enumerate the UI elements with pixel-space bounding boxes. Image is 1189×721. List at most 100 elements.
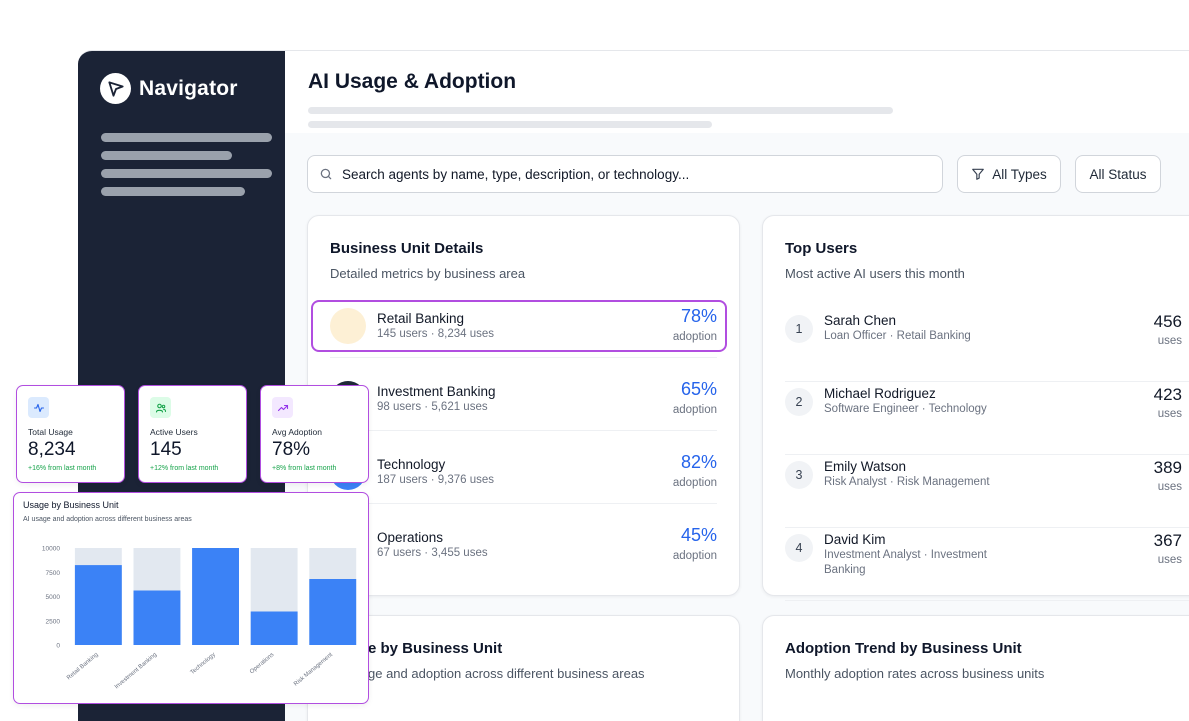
top-user-row[interactable]: 4 David Kim Investment Analyst · Investmen…: [785, 528, 1189, 601]
user-name: Emily Watson: [824, 459, 907, 474]
business-unit-row[interactable]: Investment Banking 98 users · 5,621 uses 6…: [330, 373, 717, 431]
filter-icon: [972, 168, 985, 180]
stat-value: 145: [150, 439, 182, 460]
stat-change: +12% from last month: [150, 465, 219, 472]
card-subtitle: Most active AI users this month: [785, 266, 965, 281]
usage-card: e by Business Unit ge and adoption acros…: [307, 615, 740, 721]
brand[interactable]: Navigator: [100, 73, 238, 104]
user-role: Software Engineer · Technology: [824, 403, 987, 415]
user-role: Loan Officer · Retail Banking: [824, 330, 971, 342]
adoption-percent: 78%: [680, 306, 717, 326]
status-filter-label: All Status: [1089, 166, 1147, 182]
adoption-label: adoption: [672, 331, 717, 343]
business-unit-name: Technology: [377, 457, 446, 472]
x-tick-label: Technology: [190, 652, 217, 676]
usage-chart-card: Usage by Business Unit AI usage and adop…: [13, 492, 369, 704]
nav-placeholder[interactable]: [101, 169, 272, 178]
trending-up-icon: [272, 397, 293, 418]
business-unit-meta: 98 users · 5,621 uses: [377, 401, 488, 413]
business-unit-row[interactable]: Technology 187 users · 9,376 uses 82% adopt…: [330, 446, 717, 504]
adoption-label: adoption: [672, 550, 717, 562]
user-usage-count: 423: [1153, 385, 1182, 404]
user-rank-badge: 2: [785, 388, 813, 416]
status-filter-button[interactable]: All Status: [1075, 155, 1161, 193]
users-icon: [150, 397, 171, 418]
business-unit-name: Operations: [377, 530, 444, 545]
business-unit-card: Business Unit Details Detailed metrics b…: [307, 215, 740, 596]
adoption-percent: 65%: [680, 379, 717, 399]
stat-label: Avg Adoption: [272, 427, 322, 437]
business-unit-row[interactable]: Retail Banking 145 users · 8,234 uses 78% a…: [330, 300, 717, 358]
stat-value: 78%: [272, 439, 311, 460]
stat-label: Total Usage: [28, 427, 73, 437]
usage-bar[interactable]: [309, 579, 357, 645]
adoption-label: adoption: [672, 404, 717, 416]
adoption-percent: 82%: [680, 452, 717, 472]
stat-card: Total Usage 8,234 +16% from last month: [16, 385, 125, 483]
stat-card: Avg Adoption 78% +8% from last month: [260, 385, 369, 483]
stat-card: Active Users 145 +12% from last month: [138, 385, 247, 483]
business-unit-meta: 145 users · 8,234 uses: [377, 328, 494, 340]
nav-placeholder[interactable]: [101, 151, 232, 160]
usage-bar[interactable]: [74, 565, 122, 645]
nav-placeholder[interactable]: [101, 187, 245, 196]
app-name: Navigator: [139, 76, 238, 100]
x-tick-label: Investment Banking: [114, 652, 158, 690]
chart-subtitle: AI usage and adoption across different b…: [23, 516, 192, 523]
usage-bar[interactable]: [192, 548, 239, 645]
user-rank-badge: 3: [785, 461, 813, 489]
app-window: Navigator AI Usage & Adoption All Types: [78, 50, 1189, 721]
card-title: Adoption Trend by Business Unit: [785, 640, 1022, 657]
usage-bar-chart: 0 2500 5000 7500 10000 Retail Banking Investme…: [42, 546, 357, 690]
chart-title: Usage by Business Unit: [23, 500, 119, 510]
business-unit-name: Retail Banking: [377, 311, 465, 326]
x-tick-label: Operations: [249, 652, 275, 675]
y-tick-label: 10000: [42, 546, 60, 553]
y-tick-label: 2500: [46, 618, 61, 625]
search-input[interactable]: [342, 166, 902, 182]
user-name: David Kim: [824, 532, 886, 547]
search-box[interactable]: [307, 155, 943, 193]
top-user-row[interactable]: 2 Michael Rodriguez Software Engineer · Te…: [785, 382, 1189, 455]
card-title: Top Users: [785, 240, 858, 257]
y-tick-label: 7500: [46, 570, 61, 577]
card-title: e by Business Unit: [368, 640, 503, 657]
business-unit-meta: 187 users · 9,376 uses: [377, 474, 494, 486]
user-name: Sarah Chen: [824, 313, 897, 328]
business-unit-name: Investment Banking: [377, 384, 496, 399]
activity-icon: [28, 397, 49, 418]
top-user-row[interactable]: 1 Sarah Chen Loan Officer · Retail Banking…: [785, 309, 1189, 382]
user-usage-unit: uses: [1157, 554, 1182, 566]
usage-bar[interactable]: [250, 611, 298, 646]
adoption-label: adoption: [672, 477, 717, 489]
user-usage-count: 456: [1153, 312, 1182, 331]
selection-highlight: [311, 300, 727, 352]
usage-bar[interactable]: [133, 590, 181, 646]
adoption-percent: 45%: [680, 525, 717, 545]
x-tick-label: Risk Management: [293, 652, 334, 688]
description-placeholder: [308, 121, 712, 128]
top-users-card: Top Users Most active AI users this mont…: [762, 215, 1189, 601]
user-usage-unit: uses: [1157, 408, 1182, 420]
search-icon: [320, 168, 332, 180]
main-content: AI Usage & Adoption All Types All Status…: [285, 51, 1189, 721]
x-tick-label: Retail Banking: [66, 652, 100, 681]
user-rank-badge: 4: [785, 534, 813, 562]
top-user-row[interactable]: 3 Emily Watson Risk Analyst · Risk Managem…: [785, 455, 1189, 528]
user-usage-count: 389: [1153, 458, 1182, 477]
business-unit-meta: 67 users · 3,455 uses: [377, 547, 488, 559]
adoption-trend-card: Adoption Trend by Business Unit Monthly …: [762, 615, 1189, 721]
y-tick-label: 5000: [46, 594, 61, 601]
business-unit-row[interactable]: Operations 67 users · 3,455 uses 45% adopti…: [330, 519, 717, 577]
type-filter-button[interactable]: All Types: [957, 155, 1061, 193]
nav-placeholder[interactable]: [101, 133, 272, 142]
stat-value: 8,234: [28, 439, 76, 460]
user-name: Michael Rodriguez: [824, 386, 936, 401]
card-subtitle: Detailed metrics by business area: [330, 266, 526, 281]
stat-change: +16% from last month: [28, 465, 97, 472]
card-subtitle: Monthly adoption rates across business u…: [785, 666, 1045, 681]
user-usage-unit: uses: [1157, 481, 1182, 493]
y-tick-label: 0: [56, 643, 60, 650]
type-filter-label: All Types: [992, 166, 1047, 182]
